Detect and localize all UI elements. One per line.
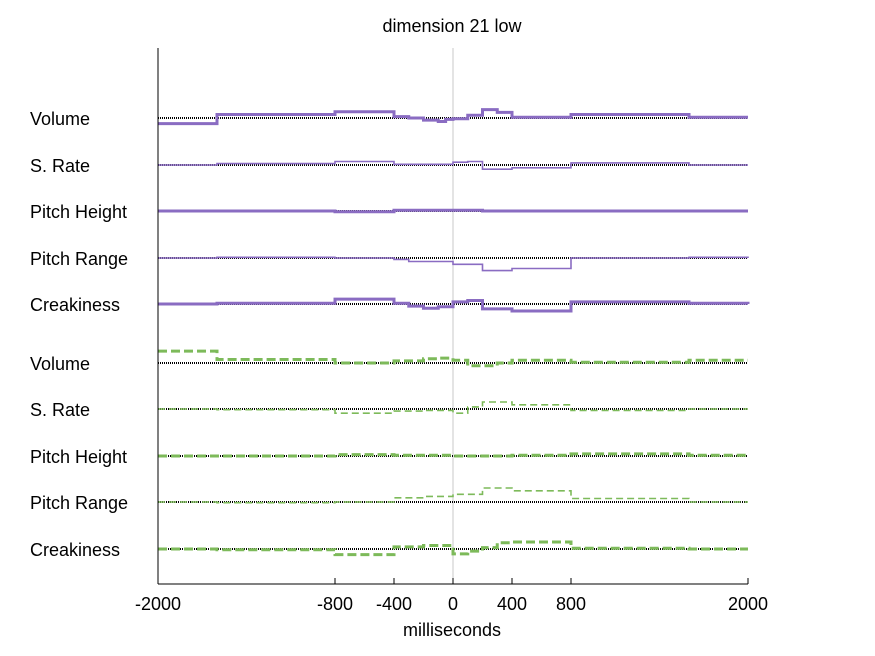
series-label-3: Pitch Height [30,202,127,222]
series-line-green-8 [158,452,750,458]
series-labels-layer: Volume S. Rate Pitch Height Pitch Range Crea… [30,109,128,560]
x-tick-label-4: 0 [448,594,458,614]
series-line-purple-1 [158,108,748,126]
series-label-2: S. Rate [30,156,90,176]
series-label-1: Volume [30,109,90,129]
series-line-purple-3 [158,208,748,214]
series-line-green-7 [158,401,748,414]
series-label-8: Pitch Height [30,447,127,467]
x-tick-label-5: 400 [497,594,527,614]
x-tick-label-2: -800 [317,594,353,614]
x-tick-label-7: 2000 [728,594,768,614]
x-tick-label-3: -400 [376,594,412,614]
series-label-4: Pitch Range [30,249,128,269]
x-axis-label: milliseconds [403,620,501,640]
series-label-5: Creakiness [30,295,120,315]
series-label-6: Volume [30,354,90,374]
chart-title: dimension 21 low [382,16,522,36]
series-line-green-10 [158,540,748,557]
series-layer [158,108,750,557]
series-line-purple-2 [158,160,748,170]
series-label-10: Creakiness [30,540,120,560]
series-label-7: S. Rate [30,400,90,420]
x-tick-label-1: -2000 [135,594,181,614]
series-label-9: Pitch Range [30,493,128,513]
series-line-purple-4 [158,256,749,272]
x-tick-label-6: 800 [556,594,586,614]
series-line-purple-5 [158,297,750,313]
series-line-green-6 [158,349,748,368]
axes-layer: -2000 -800 -400 0 400 800 2000 [135,48,768,614]
series-line-green-9 [158,487,748,504]
